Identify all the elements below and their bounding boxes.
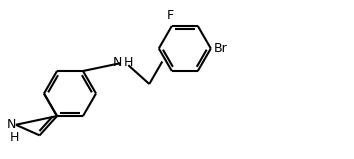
Text: H: H <box>123 56 133 69</box>
Text: Br: Br <box>214 42 228 55</box>
Text: N: N <box>113 56 122 69</box>
Text: H: H <box>10 131 19 144</box>
Text: F: F <box>166 9 173 22</box>
Text: N: N <box>6 118 16 131</box>
